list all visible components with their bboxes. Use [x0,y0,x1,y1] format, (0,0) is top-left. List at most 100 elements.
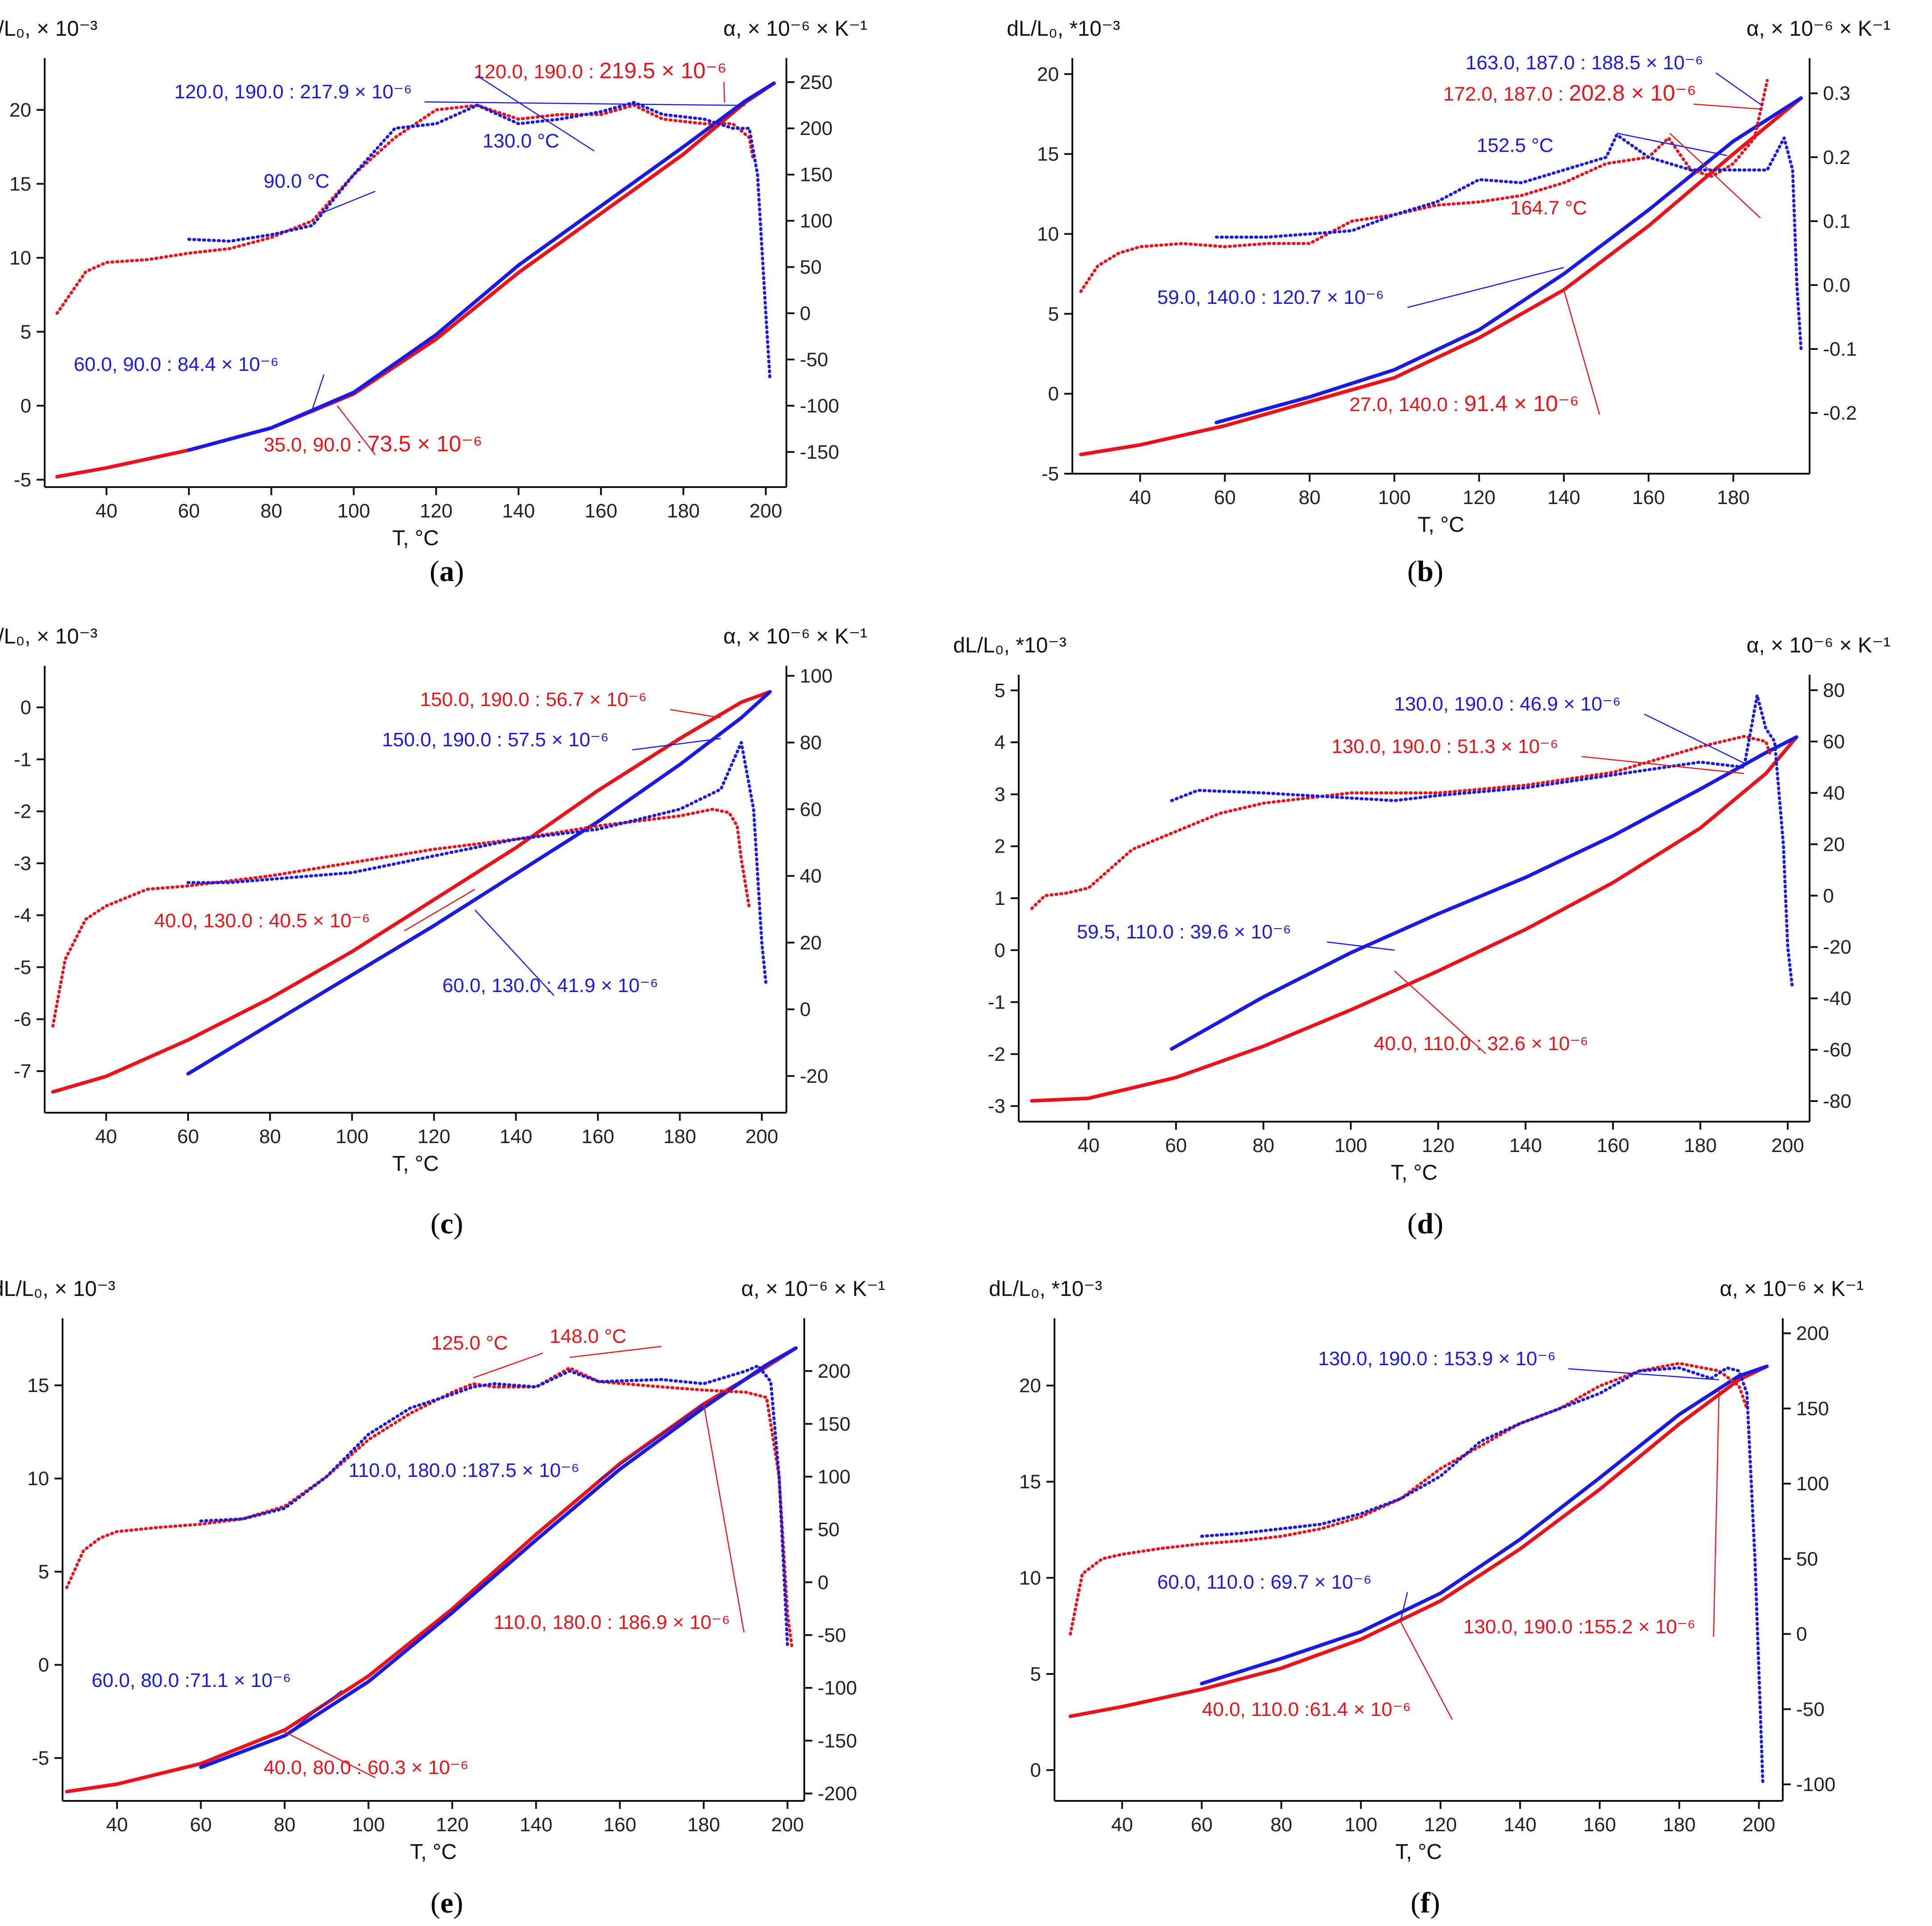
y-left-tick-label: -3 [14,853,31,875]
annotation-label: 90.0 °C [264,170,329,192]
y-left-tick-label: 10 [1037,223,1059,245]
annotation-leader [1693,103,1763,110]
annotation-leader [1327,941,1395,951]
annotation-label: 164.7 °C [1510,197,1587,219]
x-tick-label: 60 [1165,1135,1187,1156]
y-left-tick-label: 0 [38,1654,49,1676]
annotation-label: 150.0, 190.0 : 57.5 × 10⁻⁶ [382,729,609,751]
x-tick-label: 180 [667,500,700,522]
annotation-leader [1644,713,1744,764]
y-right-tick-label: -80 [1823,1090,1852,1112]
x-tick-label: 40 [1111,1814,1133,1836]
paren: ) [454,1887,463,1919]
annotation-text-emph: 219.5 × 10⁻⁶ [599,58,727,83]
panel-label-d: (d) [1407,1207,1444,1240]
annotation-text-emph: 91.4 × 10⁻⁶ [1464,391,1579,416]
annotation-text: 90.0 °C [264,170,329,192]
annotation-leader [336,405,376,455]
y-left-tick-label: -2 [14,801,31,823]
y-right-tick-label: 0.1 [1823,210,1850,232]
annotation-text: 125.0 °C [431,1332,508,1354]
y-left-tick-label: 0 [21,697,31,719]
annotation-text: 130.0, 190.0 : 51.3 × 10⁻⁶ [1331,736,1558,757]
x-axis-title: T, °C [1395,1840,1442,1864]
annotation-label: 60.0, 80.0 :71.1 × 10⁻⁶ [92,1669,291,1691]
y-left-tick-label: 10 [27,1468,49,1490]
x-tick-label: 140 [1547,487,1580,509]
annotation-text: 130.0 °C [483,130,559,152]
y-right-tick-label: 0.3 [1823,83,1850,105]
paren: ( [1407,1207,1417,1240]
y-left-tick-label: 0 [995,939,1005,961]
annotation-leader [1617,132,1727,156]
paren: ( [430,555,440,588]
x-tick-label: 120 [1463,487,1495,509]
x-tick-label: 60 [190,1814,212,1836]
y-left-tick-label: 20 [1037,63,1059,85]
y-right-tick-label: 0 [800,303,811,324]
annotation-text: 59.5, 110.0 : 39.6 × 10⁻⁶ [1077,921,1291,943]
annotation-label: 130.0, 190.0 :155.2 × 10⁻⁶ [1463,1616,1696,1638]
annotation-label: 150.0, 190.0 : 56.7 × 10⁻⁶ [420,689,647,711]
y-right-axis-title: α, × 10⁻⁶ × K⁻¹ [741,1277,885,1301]
annotation-label: 60.0, 130.0 : 41.9 × 10⁻⁶ [442,975,658,997]
series--heating [1030,735,1772,910]
y-right-tick-label: 50 [818,1519,840,1541]
paren: ( [1411,1887,1420,1919]
annotation-label: 60.0, 110.0 : 69.7 × 10⁻⁶ [1157,1571,1372,1593]
annotation-leader [598,1403,704,1481]
annotation-leader [284,1690,342,1737]
y-left-tick-label: 5 [38,1561,49,1583]
x-tick-label: 80 [260,500,282,522]
y-right-tick-label: 150 [818,1413,850,1435]
y-right-tick-label: 20 [800,932,822,954]
y-left-tick-label: -5 [1042,463,1059,485]
annotation-leader [569,1346,662,1358]
series-dl-l0-cooling [186,690,772,1076]
y-right-tick-label: 0 [800,999,811,1021]
y-left-tick-label: -4 [14,904,31,926]
y-left-tick-label: -6 [14,1009,31,1030]
annotation-text-emph: 202.8 × 10⁻⁶ [1569,80,1696,105]
x-tick-label: 120 [1422,1135,1454,1156]
annotation-label: 130.0, 190.0 : 46.9 × 10⁻⁶ [1394,693,1621,715]
x-tick-label: 140 [502,500,535,522]
annotation-label: 120.0, 190.0 : 219.5 × 10⁻⁶ [474,58,727,83]
y-right-tick-label: 150 [800,164,832,186]
x-tick-label: 120 [420,500,452,522]
y-right-tick-label: -50 [1796,1699,1825,1720]
y-right-tick-label: -60 [1823,1039,1852,1061]
paren: ( [430,1887,440,1919]
annotation-label: 130.0, 190.0 : 51.3 × 10⁻⁶ [1331,736,1558,757]
y-left-axis-title: dL/L₀, *10⁻³ [953,634,1066,657]
series-dl-l0-heating [51,690,772,1094]
annotation-text: 40.0, 80.0 : 60.3 × 10⁻⁶ [264,1757,468,1779]
y-right-tick-label: 200 [1796,1323,1829,1345]
y-right-axis-title: α, × 10⁻⁶ × K⁻¹ [723,625,867,648]
x-tick-label: 120 [1424,1814,1457,1836]
x-tick-label: 120 [436,1814,468,1836]
y-right-axis-title: α, × 10⁻⁶ × K⁻¹ [1720,1277,1864,1301]
series--heating [55,104,755,315]
series--cooling [199,1364,789,1648]
y-right-axis-title: α, × 10⁻⁶ × K⁻¹ [1747,634,1890,657]
series-dl-l0-heating [1079,96,1803,457]
annotation-text: 40.0, 110.0 : 32.6 × 10⁻⁶ [1374,1033,1588,1055]
annotation-text: 59.0, 140.0 : 120.7 × 10⁻⁶ [1157,286,1384,308]
annotation-leader [670,709,721,719]
x-tick-label: 160 [581,1126,614,1148]
series--heating [1079,79,1769,293]
y-right-tick-label: -50 [800,349,828,370]
panel-b: 40 60 80 100 120 140 160 180 -5 0 5 10 15 20 -0.2 -0.1 0… [1007,17,1890,537]
x-tick-label: 200 [771,1814,804,1836]
series-dl-l0-cooling [1200,1364,1769,1686]
panel-letter: f [1420,1887,1431,1919]
y-right-tick-label: 50 [800,257,822,278]
y-right-tick-label: -20 [800,1065,828,1087]
y-left-tick-label: 3 [995,783,1005,805]
y-left-tick-label: 15 [9,173,31,195]
y-left-tick-label: -7 [14,1060,31,1082]
x-tick-label: 200 [749,500,782,522]
y-left-tick-label: 4 [995,732,1005,753]
